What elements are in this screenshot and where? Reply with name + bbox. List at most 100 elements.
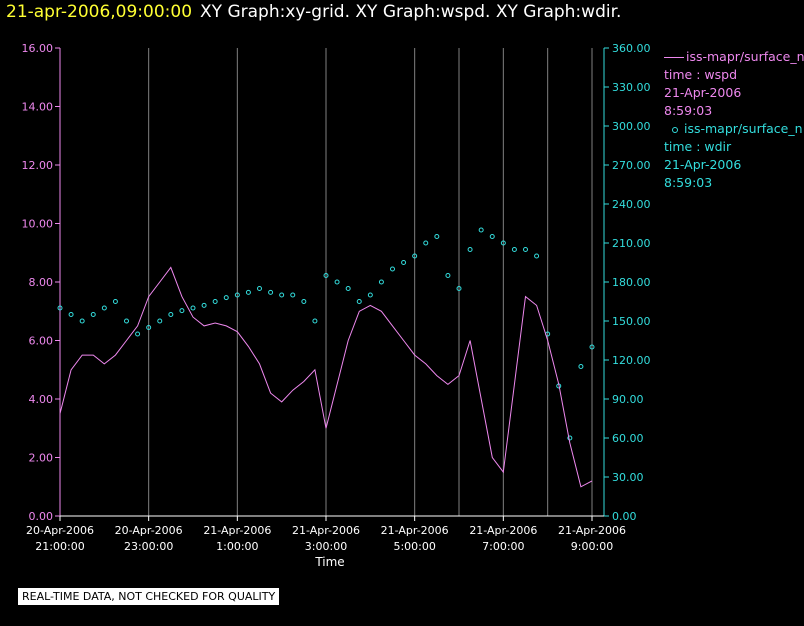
right-tick-label: 30.00 [612, 471, 644, 484]
right-tick-label: 270.00 [612, 159, 651, 172]
right-tick-label: 120.00 [612, 354, 651, 367]
wdir-point [578, 364, 584, 369]
wdir-point [68, 312, 74, 317]
wdir-point [190, 305, 196, 311]
x-tick-label-time: 23:00:00 [124, 540, 173, 553]
wdir-point [378, 279, 384, 285]
x-tick-label-date: 20-Apr-2006 [26, 524, 94, 537]
wdir-point [179, 308, 185, 314]
right-tick-label: 330.00 [612, 81, 651, 94]
wdir-point [301, 299, 307, 304]
header-graph-list: XY Graph:xy-grid. XY Graph:wspd. XY Grap… [200, 2, 622, 22]
wdir-point [367, 292, 373, 298]
legend-wdir-date: 21-Apr-2006 [664, 157, 742, 172]
x-tick-label-date: 21-Apr-2006 [381, 524, 449, 537]
right-tick-label: 60.00 [612, 432, 644, 445]
wdir-point [168, 312, 174, 317]
wdir-point [345, 286, 351, 291]
wspd-line [59, 266, 593, 488]
wdir-point [234, 292, 240, 298]
legend-wspd-time: 8:59:03 [664, 103, 713, 118]
wdir-point [412, 253, 418, 259]
x-tick-label-time: 1:00:00 [216, 540, 258, 553]
wdir-point [534, 253, 540, 259]
wdir-point [212, 299, 218, 304]
wdir-point [401, 260, 407, 265]
wdir-point [467, 247, 473, 252]
wdir-point [101, 305, 107, 311]
wdir-point [445, 273, 451, 278]
right-tick-label: 210.00 [612, 237, 651, 250]
wdir-point [489, 234, 495, 239]
wdir-point [567, 435, 573, 441]
wdir-point [356, 299, 362, 304]
right-tick-label: 360.00 [612, 42, 651, 55]
left-tick-label: 2.00 [29, 452, 54, 465]
wdir-point [112, 299, 118, 304]
left-tick-label: 6.00 [29, 335, 54, 348]
wdir-point [245, 289, 251, 295]
left-tick-label: 14.00 [22, 101, 54, 114]
x-tick-label-date: 20-Apr-2006 [115, 524, 183, 537]
x-tick-label-time: 3:00:00 [305, 540, 347, 553]
wspd-series [59, 266, 593, 488]
wdir-point [390, 266, 395, 272]
right-tick-label: 180.00 [612, 276, 651, 289]
left-tick-label: 10.00 [22, 218, 54, 231]
x-tick-label-date: 21-Apr-2006 [469, 524, 537, 537]
header-timestamp: 21-apr-2006,09:00:00 [6, 2, 193, 22]
left-tick-label: 12.00 [22, 159, 54, 172]
x-axis-ticks: 20-Apr-2006 21:00:00 20-Apr-2006 23:00:00 21… [26, 516, 626, 553]
legend-wspd: iss-mapr/surface_n time : wspd 21-Apr-20… [664, 48, 804, 120]
line-swatch-icon [664, 57, 684, 58]
wdir-point [135, 331, 141, 337]
wdir-point [201, 302, 207, 308]
legend-wdir-time: 8:59:03 [664, 175, 713, 190]
right-tick-label: 300.00 [612, 120, 651, 133]
wdir-point [334, 279, 340, 285]
left-tick-label: 4.00 [29, 393, 54, 406]
wdir-point [268, 289, 274, 295]
wdir-point [456, 286, 462, 291]
wdir-point [79, 318, 85, 324]
legend-wspd-var: time : wspd [664, 67, 738, 82]
left-tick-label: 0.00 [29, 510, 54, 523]
wdir-point [423, 240, 429, 246]
wdir-point [57, 305, 63, 311]
wdir-point [589, 344, 595, 350]
legend-wdir-var: time : wdir [664, 139, 732, 154]
wdir-series [57, 227, 595, 441]
legend-wspd-name: iss-mapr/surface_n [686, 49, 804, 64]
x-tick-label-date: 21-Apr-2006 [203, 524, 271, 537]
wdir-point [500, 240, 506, 246]
wdir-point [434, 234, 440, 239]
x-tick-label-date: 21-Apr-2006 [292, 524, 360, 537]
quality-note: REAL-TIME DATA, NOT CHECKED FOR QUALITY [18, 588, 280, 605]
wdir-point [279, 292, 285, 298]
wdir-point [146, 325, 152, 330]
x-tick-label-time: 5:00:00 [393, 540, 435, 553]
right-tick-label: 0.00 [612, 510, 637, 523]
wdir-point [478, 227, 484, 233]
right-tick-label: 240.00 [612, 198, 651, 211]
legend-wdir: iss-mapr/surface_n time : wdir 21-Apr-20… [664, 120, 803, 192]
left-axis-ticks: 0.00 2.00 4.00 6.00 8.00 10.00 12.00 14.00 16.00 [22, 42, 60, 523]
right-axis-ticks: 0.00 30.00 60.00 90.00 120.00 150.00 180.00 210… [604, 42, 651, 523]
circle-swatch-icon [672, 126, 678, 133]
x-tick-label-time: 9:00:00 [571, 540, 613, 553]
wdir-point [223, 295, 229, 301]
wdir-point [124, 318, 129, 324]
x-tick-label-time: 7:00:00 [482, 540, 524, 553]
wdir-point [157, 318, 163, 324]
wdir-point [312, 318, 318, 324]
right-tick-label: 90.00 [612, 393, 644, 406]
legend-wspd-date: 21-Apr-2006 [664, 85, 742, 100]
chart-header: 21-apr-2006,09:00:00 XY Graph:xy-grid. XY… [6, 2, 621, 22]
x-axis-label: Time [314, 555, 344, 569]
grid-lines [148, 48, 593, 516]
wdir-point [290, 292, 296, 298]
wdir-point [323, 273, 329, 278]
legend-wdir-name: iss-mapr/surface_n [684, 121, 803, 136]
right-tick-label: 150.00 [612, 315, 651, 328]
